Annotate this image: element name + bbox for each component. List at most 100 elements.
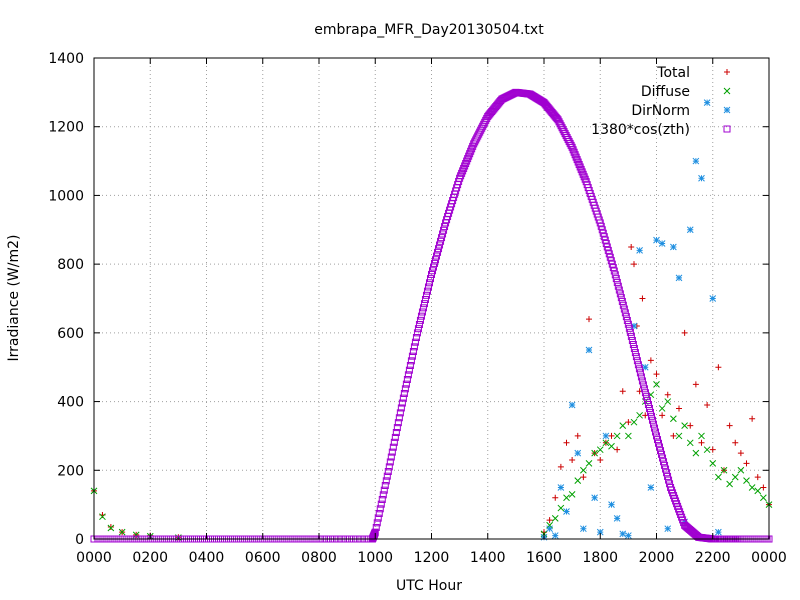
- data-point-plus: [732, 439, 739, 446]
- solar-curve-point: [462, 160, 470, 168]
- data-point-star: [546, 525, 553, 533]
- x-tick-label: 0400: [189, 550, 225, 566]
- x-tick-label: 0200: [132, 550, 168, 566]
- data-point-star: [698, 174, 705, 182]
- solar-curve-point: [624, 320, 632, 328]
- data-point-cross: [568, 490, 576, 498]
- data-point-plus: [670, 432, 677, 439]
- solar-curve-point: [440, 226, 448, 234]
- data-point-cross: [731, 473, 739, 481]
- solar-curve-point: [377, 500, 385, 508]
- solar-curve-point: [412, 334, 420, 342]
- y-tick-label: 800: [57, 257, 84, 273]
- solar-curve-point: [657, 447, 665, 455]
- legend-label: Diffuse: [641, 84, 690, 100]
- solar-curve-point: [464, 155, 472, 163]
- data-point-plus: [659, 412, 666, 419]
- solar-curve-point: [387, 453, 395, 461]
- solar-curve-point: [460, 164, 468, 172]
- x-tick-label: 2000: [639, 550, 675, 566]
- solar-curve-point: [463, 157, 471, 165]
- solar-curve-point: [640, 385, 648, 393]
- data-point-cross: [107, 524, 115, 532]
- y-tick-label: 1200: [48, 120, 84, 136]
- solar-curve-point: [643, 397, 651, 405]
- solar-curve-point: [384, 468, 392, 476]
- legend-label: DirNorm: [631, 103, 690, 119]
- solar-curve-point: [639, 381, 647, 389]
- data-point-plus: [698, 439, 705, 446]
- data-point-star: [670, 243, 677, 251]
- data-point-plus: [687, 422, 694, 429]
- solar-curve-point: [644, 401, 652, 409]
- solar-curve-point: [408, 352, 416, 360]
- data-point-plus: [704, 402, 711, 409]
- data-point-cross: [619, 422, 627, 429]
- solar-curve-point: [382, 477, 390, 485]
- solar-curve-point: [625, 324, 633, 332]
- solar-curve-point: [664, 472, 672, 480]
- data-point-plus: [664, 391, 671, 398]
- x-tick-label: 0000: [751, 550, 787, 566]
- data-point-star: [619, 530, 627, 538]
- data-point-plus: [628, 243, 635, 250]
- data-point-star: [641, 363, 649, 371]
- data-point-cross: [715, 473, 722, 481]
- solar-curve-point: [636, 369, 644, 377]
- data-point-cross: [99, 513, 106, 521]
- data-point-cross: [551, 515, 559, 522]
- solar-curve-point: [573, 156, 581, 164]
- data-point-plus: [546, 517, 553, 524]
- solar-curve-point: [631, 349, 639, 357]
- y-tick-label: 0: [75, 532, 84, 548]
- data-point-star: [675, 274, 683, 282]
- solar-curve-point: [433, 252, 441, 260]
- solar-curve-point: [390, 438, 398, 446]
- solar-curve-point: [401, 385, 409, 393]
- data-point-cross: [686, 439, 694, 447]
- data-point-plus: [563, 439, 570, 446]
- solar-curve-point: [651, 428, 659, 436]
- y-tick-label: 1400: [48, 51, 84, 67]
- data-point-cross: [118, 528, 126, 536]
- data-point-cross: [743, 477, 750, 484]
- solar-curve-point: [406, 361, 414, 369]
- data-point-plus: [709, 446, 716, 453]
- solar-curve-point: [629, 341, 637, 349]
- solar-curve-point: [372, 523, 380, 531]
- solar-curve-point: [397, 404, 405, 412]
- data-point-star: [625, 532, 632, 539]
- solar-curve-point: [575, 161, 583, 169]
- data-point-cross: [726, 480, 733, 488]
- solar-curve-point: [432, 256, 440, 264]
- legend-marker: [724, 69, 730, 75]
- solar-curve-point: [623, 316, 631, 324]
- chart-title: embrapa_MFR_Day20130504.txt: [314, 22, 544, 38]
- solar-curve-point: [376, 505, 384, 513]
- solar-curve-point: [413, 329, 421, 337]
- solar-curve-point: [468, 145, 476, 153]
- data-point-cross: [636, 411, 643, 419]
- solar-curve-point: [381, 482, 389, 490]
- solar-curve-point: [435, 245, 443, 253]
- x-tick-label: 1000: [357, 550, 393, 566]
- data-point-cross: [670, 415, 677, 423]
- solar-curve-point: [404, 371, 412, 379]
- solar-curve-point: [402, 380, 410, 388]
- x-tick-label: 2200: [695, 550, 731, 566]
- data-point-cross: [709, 460, 717, 467]
- legend-label: 1380*cos(zth): [591, 122, 690, 138]
- solar-curve-point: [439, 230, 447, 238]
- data-point-star: [585, 346, 593, 354]
- data-point-star: [591, 494, 598, 502]
- data-point-plus: [743, 460, 750, 467]
- data-point-cross: [574, 477, 582, 484]
- data-point-star: [596, 528, 604, 536]
- x-axis-label: UTC Hour: [396, 578, 462, 594]
- solar-curve-point: [379, 491, 387, 499]
- data-point-cross: [602, 439, 610, 447]
- data-point-plus: [676, 405, 682, 412]
- data-point-cross: [613, 432, 621, 440]
